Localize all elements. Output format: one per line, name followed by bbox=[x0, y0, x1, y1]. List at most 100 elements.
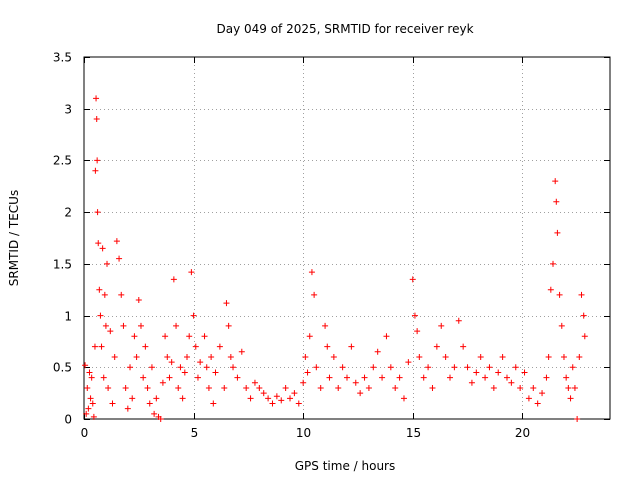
x-axis-label: GPS time / hours bbox=[295, 459, 396, 473]
data-point-129 bbox=[429, 384, 436, 391]
data-point-19 bbox=[99, 245, 106, 252]
data-point-105 bbox=[330, 353, 337, 360]
data-point-56 bbox=[175, 384, 182, 391]
data-point-75 bbox=[223, 300, 230, 307]
data-point-15 bbox=[95, 240, 102, 247]
data-point-78 bbox=[230, 364, 237, 371]
data-point-52 bbox=[166, 374, 173, 381]
data-point-0 bbox=[82, 362, 89, 369]
data-point-21 bbox=[101, 291, 108, 298]
data-point-167 bbox=[567, 395, 574, 402]
data-point-7 bbox=[89, 400, 96, 407]
data-point-117 bbox=[383, 333, 390, 340]
x-tick-label-2: 10 bbox=[296, 426, 311, 440]
data-point-164 bbox=[560, 353, 567, 360]
data-point-70 bbox=[208, 353, 215, 360]
data-point-40 bbox=[140, 374, 147, 381]
data-point-8 bbox=[90, 413, 97, 420]
data-point-55 bbox=[173, 322, 180, 329]
data-point-12 bbox=[93, 116, 100, 123]
data-point-161 bbox=[554, 229, 561, 236]
data-point-86 bbox=[265, 395, 272, 402]
data-point-128 bbox=[425, 364, 432, 371]
data-point-68 bbox=[203, 364, 210, 371]
data-point-140 bbox=[477, 353, 484, 360]
data-point-148 bbox=[512, 364, 519, 371]
data-point-59 bbox=[181, 369, 188, 376]
y-tick-label-5: 2.5 bbox=[53, 154, 72, 168]
data-point-63 bbox=[190, 312, 197, 319]
data-point-62 bbox=[188, 269, 195, 276]
data-point-107 bbox=[339, 364, 346, 371]
data-point-57 bbox=[177, 364, 184, 371]
data-point-122 bbox=[405, 359, 412, 366]
data-point-31 bbox=[120, 322, 127, 329]
data-point-160 bbox=[553, 198, 560, 205]
data-point-173 bbox=[580, 312, 587, 319]
data-point-110 bbox=[352, 379, 359, 386]
data-point-119 bbox=[392, 384, 399, 391]
data-point-10 bbox=[92, 167, 99, 174]
data-point-174 bbox=[581, 333, 588, 340]
data-point-64 bbox=[192, 343, 199, 350]
data-point-96 bbox=[304, 369, 311, 376]
y-tick-label-2: 1 bbox=[64, 310, 72, 324]
data-point-4 bbox=[86, 369, 93, 376]
data-point-16 bbox=[96, 286, 103, 293]
data-point-157 bbox=[547, 286, 554, 293]
data-point-144 bbox=[495, 369, 502, 376]
data-point-170 bbox=[574, 416, 581, 422]
data-point-156 bbox=[545, 353, 552, 360]
data-point-6 bbox=[88, 374, 95, 381]
data-point-2 bbox=[84, 384, 91, 391]
data-point-126 bbox=[416, 353, 423, 360]
data-point-101 bbox=[317, 384, 324, 391]
data-point-42 bbox=[144, 384, 151, 391]
data-point-169 bbox=[571, 384, 578, 391]
data-point-83 bbox=[251, 379, 258, 386]
data-point-27 bbox=[111, 353, 118, 360]
data-point-5 bbox=[87, 395, 94, 402]
data-point-53 bbox=[168, 359, 175, 366]
data-point-77 bbox=[227, 353, 234, 360]
data-point-61 bbox=[186, 333, 193, 340]
x-tick-label-4: 20 bbox=[515, 426, 530, 440]
data-point-132 bbox=[442, 353, 449, 360]
data-point-90 bbox=[282, 384, 289, 391]
data-point-41 bbox=[142, 343, 149, 350]
data-point-25 bbox=[107, 328, 114, 335]
data-point-65 bbox=[194, 374, 201, 381]
data-point-109 bbox=[348, 343, 355, 350]
data-point-54 bbox=[170, 276, 177, 283]
data-point-38 bbox=[135, 297, 142, 304]
data-point-116 bbox=[379, 374, 386, 381]
data-point-66 bbox=[197, 359, 204, 366]
data-point-130 bbox=[433, 343, 440, 350]
data-point-168 bbox=[569, 364, 576, 371]
data-point-35 bbox=[129, 395, 136, 402]
data-point-95 bbox=[302, 353, 309, 360]
data-point-73 bbox=[216, 343, 223, 350]
data-point-106 bbox=[335, 384, 342, 391]
data-point-9 bbox=[91, 343, 98, 350]
data-point-82 bbox=[247, 395, 254, 402]
data-point-87 bbox=[269, 400, 276, 407]
data-point-74 bbox=[221, 384, 228, 391]
data-point-23 bbox=[104, 260, 111, 267]
data-point-92 bbox=[291, 390, 298, 397]
data-point-26 bbox=[109, 400, 116, 407]
data-point-20 bbox=[100, 374, 107, 381]
data-point-120 bbox=[396, 374, 403, 381]
data-point-1 bbox=[83, 410, 90, 417]
data-point-121 bbox=[400, 395, 407, 402]
data-point-103 bbox=[324, 343, 331, 350]
y-tick-label-0: 0 bbox=[64, 413, 72, 427]
data-point-136 bbox=[460, 343, 467, 350]
data-point-36 bbox=[131, 333, 138, 340]
data-point-100 bbox=[313, 364, 320, 371]
data-point-76 bbox=[225, 322, 232, 329]
data-point-34 bbox=[127, 364, 134, 371]
data-point-146 bbox=[503, 374, 510, 381]
data-point-147 bbox=[508, 379, 515, 386]
